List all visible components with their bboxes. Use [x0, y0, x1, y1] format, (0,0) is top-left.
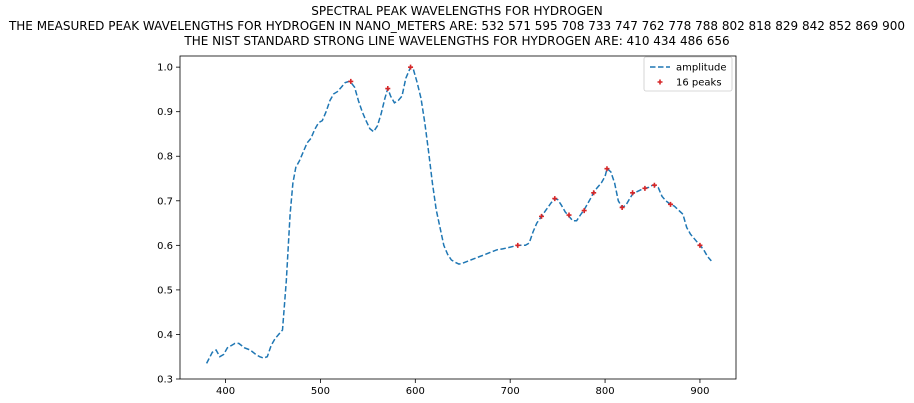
- peak-marker: [642, 185, 648, 191]
- x-tick-label: 700: [501, 386, 520, 397]
- x-tick-label: 400: [216, 386, 235, 397]
- plot-area-frame: [179, 55, 737, 380]
- peak-marker: [385, 86, 391, 92]
- peak-marker: [515, 242, 521, 248]
- peak-marker: [581, 208, 587, 214]
- y-tick-label: 0.5: [157, 285, 173, 296]
- y-tick-label: 0.9: [157, 107, 173, 118]
- chart-subtitle-measured: THE MEASURED PEAK WAVELENGTHS FOR HYDROG…: [8, 19, 906, 33]
- y-tick-label: 0.4: [157, 330, 173, 341]
- x-tick-label: 500: [311, 386, 330, 397]
- peak-marker: [651, 182, 657, 188]
- peak-marker: [630, 190, 636, 196]
- chart-title-block: SPECTRAL PEAK WAVELENGTHS FOR HYDROGEN T…: [0, 4, 914, 49]
- peak-marker: [668, 201, 674, 207]
- legend-peaks-swatch: [657, 79, 663, 85]
- x-tick-label: 600: [406, 386, 425, 397]
- y-tick-label: 0.7: [157, 196, 173, 207]
- peak-marker: [408, 64, 414, 70]
- peak-marker: [697, 242, 703, 248]
- peak-marker: [604, 166, 610, 172]
- peak-marker: [538, 213, 544, 219]
- x-tick-label: 900: [690, 386, 709, 397]
- legend-box: [643, 56, 733, 92]
- peak-marker: [552, 196, 558, 202]
- peak-marker: [348, 78, 354, 84]
- amplitude-series-line: [205, 65, 712, 364]
- legend-amplitude-label: amplitude: [676, 63, 727, 74]
- y-tick-label: 0.3: [157, 375, 173, 386]
- peak-marker: [591, 190, 597, 196]
- peak-marker: [619, 204, 625, 210]
- legend-peaks-label: 16 peaks: [676, 78, 722, 89]
- y-tick-label: 1.0: [157, 63, 173, 74]
- y-tick-label: 0.8: [157, 152, 173, 163]
- chart-subtitle-nist: THE NIST STANDARD STRONG LINE WAVELENGTH…: [184, 34, 730, 48]
- peak-marker: [566, 212, 572, 218]
- x-tick-label: 800: [596, 386, 615, 397]
- y-tick-label: 0.6: [157, 241, 173, 252]
- chart-title: SPECTRAL PEAK WAVELENGTHS FOR HYDROGEN: [311, 4, 603, 18]
